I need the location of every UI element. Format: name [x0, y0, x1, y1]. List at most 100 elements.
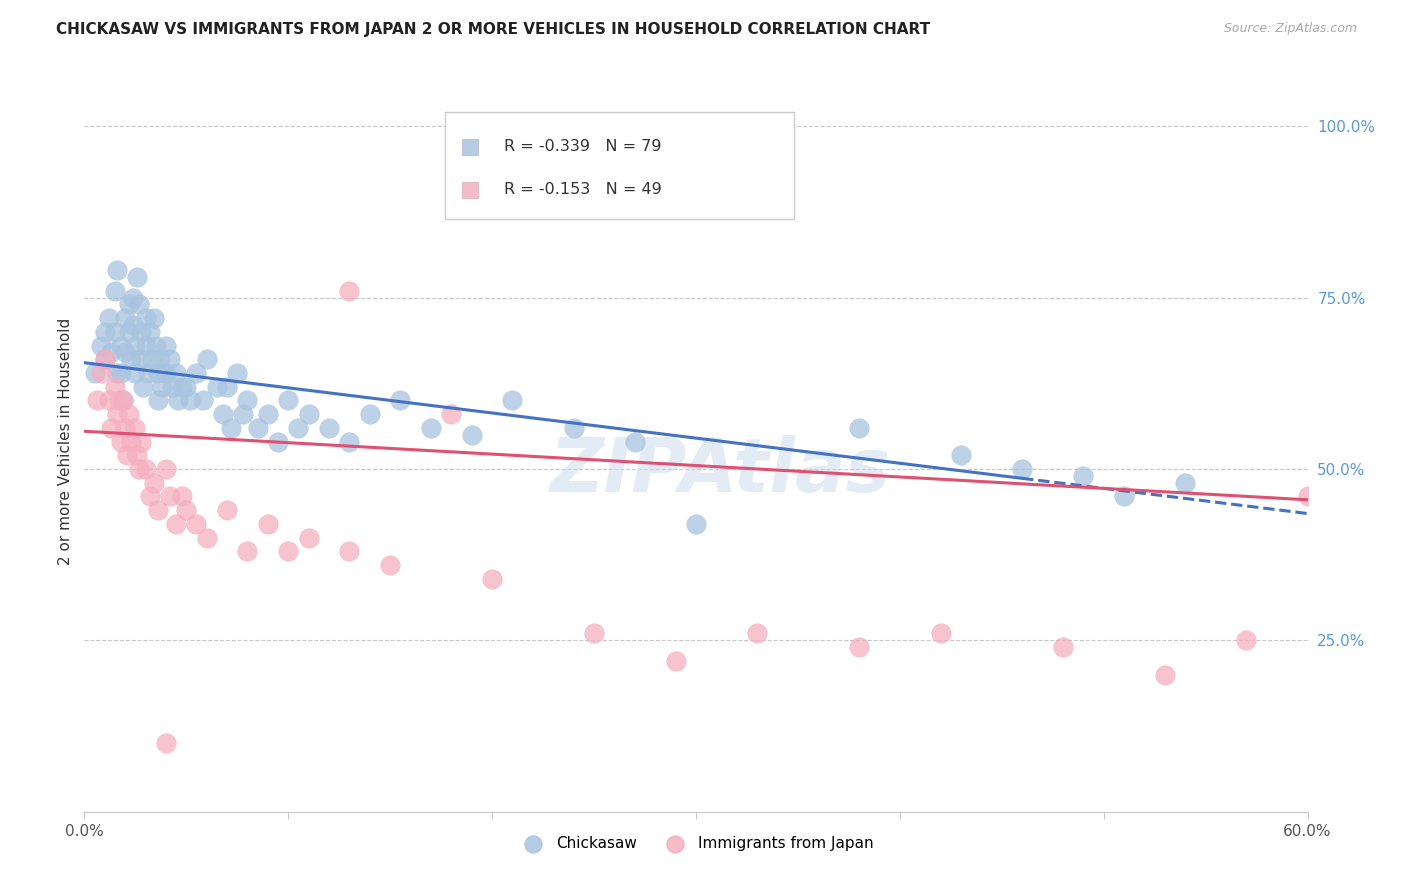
- Text: Source: ZipAtlas.com: Source: ZipAtlas.com: [1223, 22, 1357, 36]
- Point: [135, 462, 157, 476]
- Point: [1073, 468, 1095, 483]
- Point: [236, 544, 259, 558]
- Point: [236, 393, 259, 408]
- Point: [1236, 633, 1258, 648]
- Point: [93, 352, 115, 367]
- Point: [747, 626, 769, 640]
- Point: [149, 352, 172, 367]
- Point: [97, 393, 120, 408]
- Point: [142, 311, 165, 326]
- Point: [716, 189, 738, 203]
- Point: [114, 311, 136, 326]
- Point: [142, 475, 165, 490]
- Point: [105, 263, 128, 277]
- Point: [172, 489, 194, 503]
- Point: [124, 421, 146, 435]
- Point: [146, 503, 169, 517]
- Point: [110, 366, 132, 380]
- Point: [1011, 462, 1033, 476]
- Point: [159, 352, 181, 367]
- Point: [195, 531, 218, 545]
- Point: [110, 338, 132, 352]
- Point: [124, 366, 146, 380]
- Point: [155, 462, 177, 476]
- Point: [108, 393, 131, 408]
- Point: [257, 407, 280, 421]
- Point: [1296, 489, 1319, 503]
- Point: [97, 311, 120, 326]
- Point: [155, 736, 177, 750]
- Point: [583, 626, 606, 640]
- Point: [257, 516, 280, 531]
- Point: [83, 366, 105, 380]
- Point: [127, 448, 149, 462]
- Point: [118, 407, 141, 421]
- Point: [298, 407, 321, 421]
- Point: [219, 421, 242, 435]
- Point: [90, 366, 112, 380]
- Point: [174, 380, 197, 394]
- Point: [1052, 640, 1074, 655]
- Point: [339, 284, 361, 298]
- Point: [191, 393, 214, 408]
- Point: [93, 325, 115, 339]
- Point: [115, 448, 138, 462]
- Point: [160, 380, 183, 394]
- Point: [481, 572, 503, 586]
- Point: [716, 228, 738, 243]
- Legend: Chickasaw, Immigrants from Japan: Chickasaw, Immigrants from Japan: [512, 830, 880, 857]
- Point: [122, 291, 145, 305]
- Point: [105, 366, 128, 380]
- Point: [114, 421, 136, 435]
- Point: [131, 434, 153, 449]
- Point: [339, 434, 361, 449]
- Point: [131, 352, 153, 367]
- Point: [165, 366, 187, 380]
- Point: [267, 434, 290, 449]
- Point: [217, 503, 239, 517]
- Point: [298, 531, 321, 545]
- Point: [186, 516, 208, 531]
- Point: [420, 421, 443, 435]
- Point: [118, 325, 141, 339]
- Point: [127, 270, 149, 285]
- Point: [124, 338, 146, 352]
- Point: [217, 380, 239, 394]
- Point: [132, 380, 155, 394]
- Point: [226, 366, 249, 380]
- Point: [685, 516, 707, 531]
- Point: [380, 558, 402, 572]
- Point: [562, 421, 585, 435]
- Point: [86, 393, 108, 408]
- Point: [339, 544, 361, 558]
- Point: [135, 311, 157, 326]
- Point: [128, 297, 150, 311]
- Point: [389, 393, 412, 408]
- Point: [205, 380, 228, 394]
- Point: [122, 318, 145, 332]
- Point: [150, 380, 173, 394]
- Point: [179, 393, 201, 408]
- Point: [120, 352, 142, 367]
- Point: [167, 393, 190, 408]
- Point: [950, 448, 973, 462]
- Point: [114, 345, 136, 359]
- Point: [110, 434, 132, 449]
- Point: [440, 407, 463, 421]
- Text: ZIPAtlas: ZIPAtlas: [550, 434, 891, 508]
- Point: [287, 421, 309, 435]
- Point: [155, 338, 177, 352]
- Point: [105, 407, 128, 421]
- Point: [461, 427, 484, 442]
- Point: [146, 366, 169, 380]
- Point: [138, 325, 160, 339]
- Point: [159, 489, 181, 503]
- Point: [165, 516, 187, 531]
- Point: [232, 407, 254, 421]
- Point: [174, 503, 197, 517]
- Point: [112, 393, 135, 408]
- Point: [212, 407, 235, 421]
- Text: CHICKASAW VS IMMIGRANTS FROM JAPAN 2 OR MORE VEHICLES IN HOUSEHOLD CORRELATION C: CHICKASAW VS IMMIGRANTS FROM JAPAN 2 OR …: [56, 22, 931, 37]
- Point: [112, 393, 135, 408]
- Point: [136, 366, 159, 380]
